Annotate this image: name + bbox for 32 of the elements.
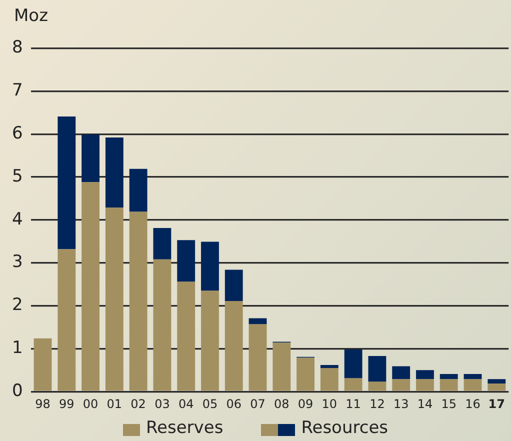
- x-tick-label: 11: [346, 396, 361, 411]
- x-tick-label: 01: [106, 396, 122, 411]
- x-tick-label: 04: [178, 396, 194, 411]
- x-tick-label: 16: [465, 396, 480, 411]
- x-tick-label: 17: [488, 396, 505, 411]
- y-tick-label: 1: [12, 338, 23, 358]
- x-tick-label: 00: [82, 396, 98, 411]
- x-tick-label: 07: [250, 396, 266, 411]
- x-tick-label: 08: [274, 396, 290, 411]
- legend-label: Resources: [301, 418, 388, 438]
- y-tick-label: 3: [12, 252, 23, 272]
- y-tick-label: 0: [12, 381, 23, 402]
- x-tick-label: 98: [35, 396, 50, 411]
- x-tick-label: 03: [154, 396, 170, 411]
- x-tick-label: 14: [417, 396, 433, 411]
- y-axis-title: Moz: [14, 6, 48, 26]
- x-tick-label: 10: [322, 396, 338, 411]
- x-tick-label: 12: [370, 396, 385, 411]
- y-tick-label: 4: [12, 209, 23, 230]
- y-tick-label: 5: [12, 166, 23, 186]
- y-tick-label: 2: [12, 295, 23, 316]
- y-tick-label: 8: [12, 38, 23, 58]
- x-tick-label: 09: [298, 396, 314, 411]
- x-tick-label: 15: [441, 396, 457, 411]
- x-tick-label: 06: [226, 396, 242, 411]
- x-tick-label: 02: [130, 396, 146, 411]
- y-tick-label: 6: [12, 123, 23, 144]
- x-tick-label: 05: [202, 396, 218, 411]
- x-tick-label: 99: [59, 396, 74, 411]
- legend-label: Reserves: [146, 418, 224, 438]
- x-tick-label: 13: [393, 396, 409, 411]
- y-tick-label: 7: [12, 80, 23, 101]
